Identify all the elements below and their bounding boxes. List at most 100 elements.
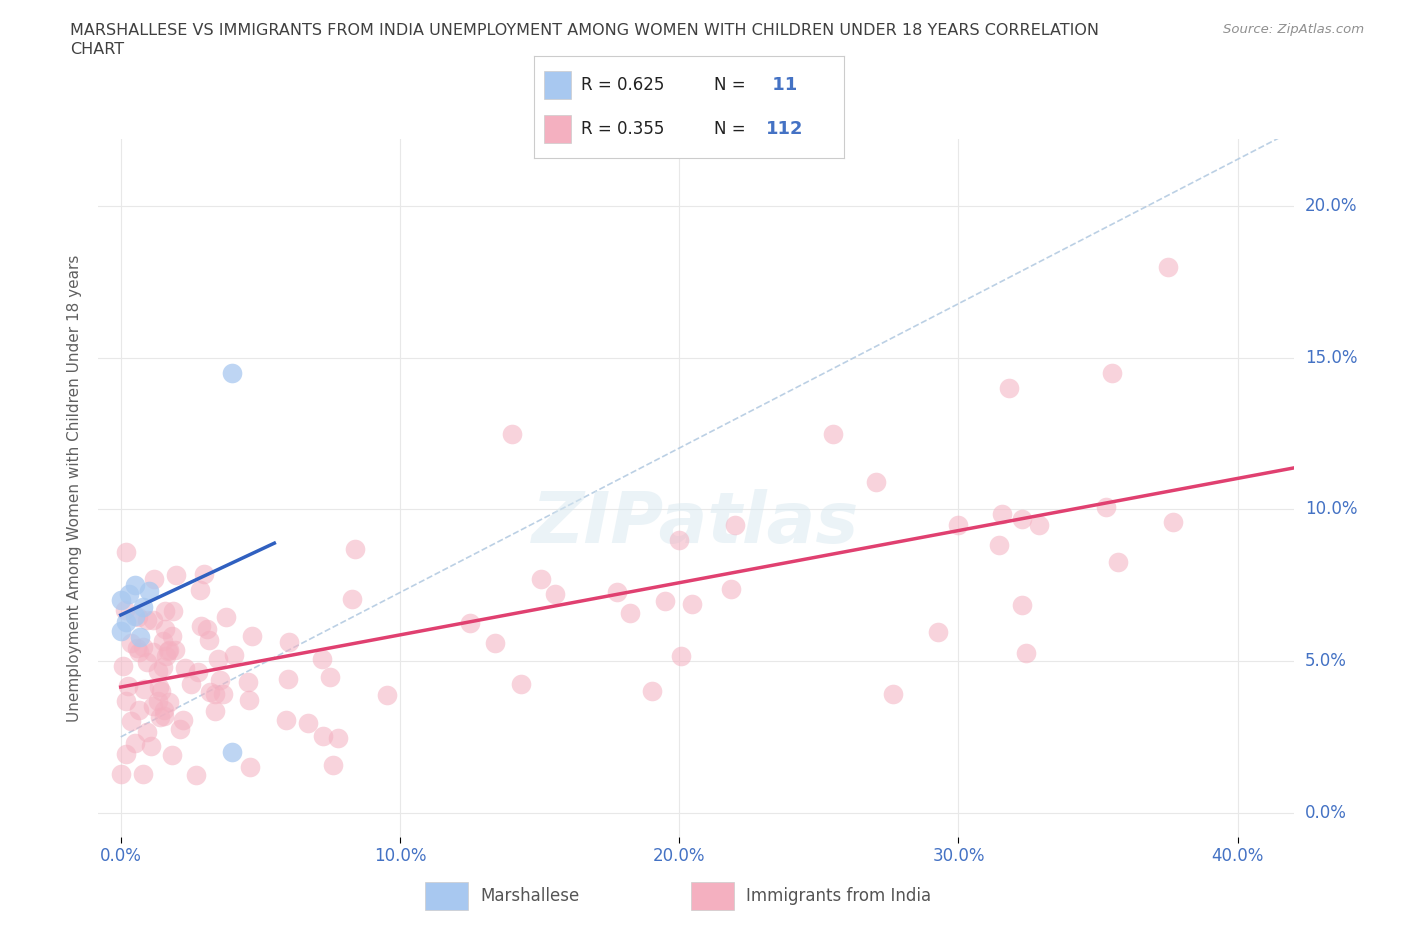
Point	[195, 621, 218, 636]
Point	[865, 474, 887, 489]
Point	[148, 680, 170, 695]
Point	[114, 603, 136, 618]
Point	[180, 676, 202, 691]
FancyBboxPatch shape	[544, 72, 571, 100]
Point	[162, 604, 184, 618]
Point	[128, 702, 150, 717]
Point	[1015, 645, 1038, 660]
Point	[606, 584, 628, 599]
Point	[221, 745, 243, 760]
Point	[238, 693, 260, 708]
Point	[242, 629, 264, 644]
Point	[152, 659, 174, 674]
Point	[1161, 514, 1184, 529]
Point	[128, 644, 150, 659]
Point	[724, 517, 747, 532]
Point	[342, 591, 364, 606]
Text: CHART: CHART	[70, 42, 124, 57]
Point	[319, 670, 342, 684]
Point	[236, 675, 259, 690]
Point	[1107, 554, 1129, 569]
Point	[143, 571, 166, 586]
Point	[641, 684, 664, 698]
Text: Immigrants from India: Immigrants from India	[747, 887, 931, 906]
Point	[162, 629, 184, 644]
Point	[501, 426, 523, 441]
Point	[484, 635, 506, 650]
Point	[948, 517, 970, 532]
Point	[343, 542, 366, 557]
Point	[190, 618, 212, 633]
Point	[117, 679, 139, 694]
Point	[671, 649, 693, 664]
Point	[375, 687, 398, 702]
Point	[124, 608, 146, 623]
Point	[668, 532, 690, 547]
Point	[131, 640, 153, 655]
Text: R = 0.625: R = 0.625	[581, 76, 664, 94]
Point	[132, 599, 155, 614]
Point	[1011, 597, 1033, 612]
Point	[200, 684, 222, 699]
Point	[153, 709, 176, 724]
Point	[114, 694, 136, 709]
Point	[152, 703, 174, 718]
FancyBboxPatch shape	[544, 114, 571, 143]
Point	[157, 643, 180, 658]
Text: Marshallese: Marshallese	[481, 887, 579, 906]
Point	[110, 593, 132, 608]
Point	[509, 677, 531, 692]
Point	[224, 648, 246, 663]
Point	[1094, 499, 1116, 514]
Point	[135, 613, 157, 628]
Text: 0.0%: 0.0%	[1305, 804, 1347, 822]
Point	[148, 710, 170, 724]
Point	[927, 624, 949, 639]
Point	[115, 747, 138, 762]
Text: ZIPatlas: ZIPatlas	[533, 488, 859, 558]
Point	[276, 712, 298, 727]
Text: N =: N =	[714, 120, 745, 138]
Point	[134, 682, 156, 697]
Point	[204, 686, 226, 701]
Text: 112: 112	[766, 120, 804, 138]
Point	[312, 728, 335, 743]
Point	[172, 712, 194, 727]
Point	[821, 426, 844, 441]
Point	[162, 747, 184, 762]
Point	[277, 634, 299, 649]
Point	[311, 652, 333, 667]
Point	[277, 672, 299, 687]
Point	[156, 644, 179, 658]
Point	[142, 613, 165, 628]
Point	[115, 614, 138, 629]
Point	[150, 684, 173, 698]
Point	[138, 584, 160, 599]
Point	[187, 665, 209, 680]
Point	[184, 767, 207, 782]
Point	[297, 716, 319, 731]
Point	[135, 724, 157, 739]
Text: 10.0%: 10.0%	[1305, 500, 1357, 519]
Point	[530, 571, 553, 586]
Point	[322, 758, 344, 773]
Point	[188, 582, 211, 597]
Point	[129, 630, 152, 644]
Point	[198, 632, 221, 647]
Y-axis label: Unemployment Among Women with Children Under 18 years: Unemployment Among Women with Children U…	[67, 255, 83, 722]
Point	[221, 365, 243, 380]
Point	[127, 609, 149, 624]
Point	[212, 686, 235, 701]
Text: MARSHALLESE VS IMMIGRANTS FROM INDIA UNEMPLOYMENT AMONG WOMEN WITH CHILDREN UNDE: MARSHALLESE VS IMMIGRANTS FROM INDIA UNE…	[70, 23, 1099, 38]
Point	[204, 703, 226, 718]
Point	[681, 596, 703, 611]
Point	[136, 655, 159, 670]
Point	[120, 636, 142, 651]
Text: N =: N =	[714, 76, 745, 94]
Point	[1011, 512, 1033, 526]
Point	[115, 545, 138, 560]
Text: 15.0%: 15.0%	[1305, 349, 1357, 366]
Point	[124, 736, 146, 751]
Point	[111, 658, 134, 673]
Point	[153, 621, 176, 636]
